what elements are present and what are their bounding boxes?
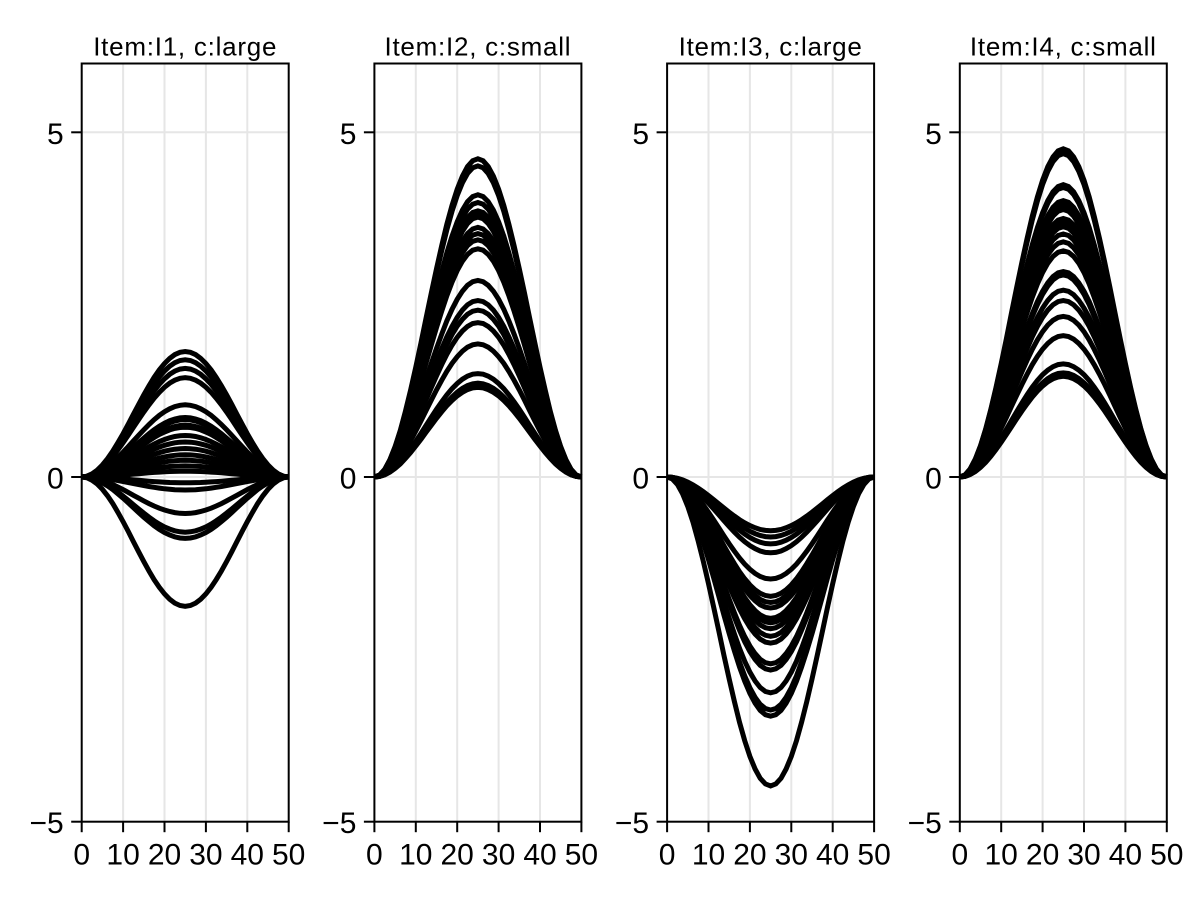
svg-text:40: 40	[1109, 839, 1142, 872]
svg-text:0: 0	[366, 839, 383, 872]
svg-text:5: 5	[340, 118, 357, 151]
svg-text:5: 5	[925, 118, 942, 151]
svg-text:30: 30	[775, 839, 808, 872]
svg-text:30: 30	[1067, 839, 1100, 872]
svg-text:0: 0	[47, 463, 64, 496]
svg-text:0: 0	[340, 463, 357, 496]
svg-text:10: 10	[106, 839, 139, 872]
svg-text:20: 20	[441, 839, 474, 872]
svg-text:50: 50	[565, 839, 598, 872]
svg-text:50: 50	[857, 839, 890, 872]
svg-text:40: 40	[816, 839, 849, 872]
svg-text:40: 40	[523, 839, 556, 872]
svg-text:Item:I3, c:large: Item:I3, c:large	[679, 32, 863, 62]
svg-text:20: 20	[148, 839, 181, 872]
svg-text:−5: −5	[908, 807, 942, 840]
svg-text:50: 50	[272, 839, 305, 872]
svg-text:0: 0	[659, 839, 676, 872]
svg-text:5: 5	[632, 118, 649, 151]
svg-text:Item:I2, c:small: Item:I2, c:small	[384, 32, 571, 62]
svg-text:20: 20	[733, 839, 766, 872]
svg-text:−5: −5	[29, 807, 63, 840]
svg-text:10: 10	[399, 839, 432, 872]
svg-text:10: 10	[985, 839, 1018, 872]
svg-text:0: 0	[632, 463, 649, 496]
svg-text:−5: −5	[322, 807, 356, 840]
svg-text:0: 0	[73, 839, 90, 872]
svg-text:40: 40	[231, 839, 264, 872]
svg-text:0: 0	[925, 463, 942, 496]
svg-text:20: 20	[1026, 839, 1059, 872]
svg-text:30: 30	[189, 839, 222, 872]
svg-text:−5: −5	[615, 807, 649, 840]
svg-text:5: 5	[47, 118, 64, 151]
svg-text:30: 30	[482, 839, 515, 872]
svg-text:Item:I1, c:large: Item:I1, c:large	[93, 32, 277, 62]
svg-text:Item:I4, c:small: Item:I4, c:small	[970, 32, 1157, 62]
svg-text:50: 50	[1150, 839, 1183, 872]
svg-text:10: 10	[692, 839, 725, 872]
svg-text:0: 0	[951, 839, 968, 872]
